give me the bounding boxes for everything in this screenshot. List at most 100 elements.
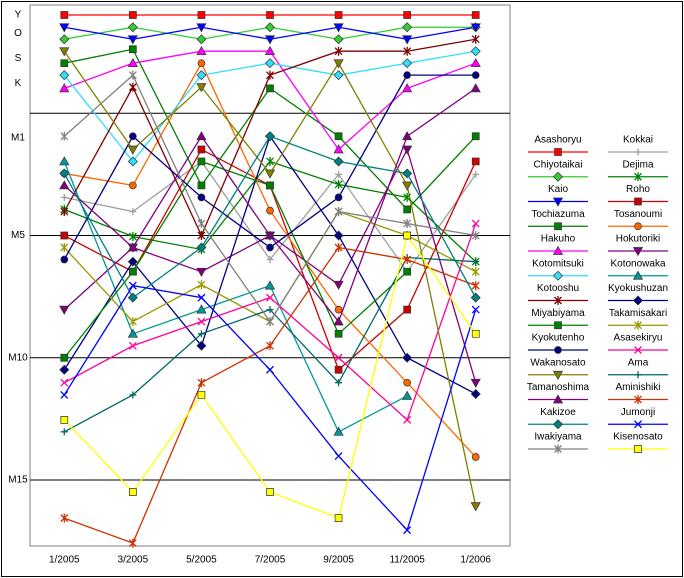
data-point xyxy=(197,293,206,302)
data-point xyxy=(128,232,137,242)
data-point xyxy=(402,145,413,155)
x-tick-label: 3/2005 xyxy=(118,555,149,566)
data-point xyxy=(264,230,276,240)
x-tick-label: 11/2005 xyxy=(389,555,425,566)
data-point xyxy=(402,131,413,141)
data-point xyxy=(127,35,138,45)
y-tick-label: O xyxy=(14,28,22,39)
legend-label: Kotooshu xyxy=(537,283,579,294)
legend-marker xyxy=(634,420,642,429)
data-point xyxy=(129,267,137,276)
data-point xyxy=(129,208,137,216)
y-tick-label: M15 xyxy=(8,475,28,486)
data-point xyxy=(334,207,343,217)
data-point xyxy=(402,390,413,400)
data-point xyxy=(402,352,413,363)
data-point xyxy=(403,526,412,535)
data-point xyxy=(197,280,206,290)
data-point xyxy=(197,193,206,202)
data-point xyxy=(266,488,274,496)
legend-label: Aminishiki xyxy=(615,382,660,393)
data-point xyxy=(127,328,138,338)
data-point xyxy=(196,34,207,45)
legend-box xyxy=(518,128,678,452)
data-point xyxy=(472,170,480,178)
data-point xyxy=(403,46,412,56)
legend-label: Tamanoshima xyxy=(527,382,590,393)
data-point xyxy=(128,281,137,290)
data-point xyxy=(60,131,69,141)
legend-marker xyxy=(634,371,642,379)
data-point xyxy=(59,34,70,45)
data-point xyxy=(60,428,68,436)
data-point xyxy=(127,256,138,267)
data-point xyxy=(127,145,138,155)
data-point xyxy=(60,243,69,253)
data-point xyxy=(128,538,137,548)
series-line xyxy=(63,160,408,359)
legend-marker xyxy=(553,270,563,281)
data-point xyxy=(403,231,411,240)
legend-label: Kyokushuzan xyxy=(608,283,668,294)
data-point xyxy=(266,293,274,302)
data-point xyxy=(59,156,70,166)
data-point xyxy=(197,317,206,326)
data-point xyxy=(60,207,69,217)
data-point xyxy=(333,23,344,33)
data-point xyxy=(266,84,274,93)
data-point xyxy=(403,71,411,80)
data-point xyxy=(471,157,480,166)
data-point xyxy=(333,144,344,154)
data-point xyxy=(334,353,343,362)
data-point xyxy=(59,168,70,179)
data-point xyxy=(265,58,275,69)
data-point xyxy=(129,132,137,141)
data-point xyxy=(59,305,70,315)
data-point xyxy=(266,243,274,252)
data-point xyxy=(197,181,206,190)
data-point xyxy=(470,83,481,93)
data-point xyxy=(335,379,343,387)
data-point xyxy=(334,305,343,314)
legend-marker xyxy=(554,321,562,330)
data-point xyxy=(264,35,276,45)
data-point xyxy=(471,71,480,80)
data-point xyxy=(402,181,413,191)
data-point xyxy=(335,170,343,178)
data-point xyxy=(334,365,343,374)
data-point xyxy=(266,341,274,351)
data-point xyxy=(334,193,343,202)
legend-marker xyxy=(554,346,562,354)
data-point xyxy=(266,306,274,314)
legend-label: Tochiazuma xyxy=(531,209,585,220)
data-point xyxy=(333,230,344,241)
y-tick-label: Y xyxy=(15,10,22,21)
legend-marker xyxy=(554,148,562,156)
data-point xyxy=(333,156,344,167)
legend-label: Kaio xyxy=(548,184,568,195)
data-point xyxy=(264,169,276,179)
data-point xyxy=(471,231,480,241)
data-point xyxy=(196,340,207,351)
data-point xyxy=(197,330,205,338)
data-point xyxy=(196,304,207,314)
data-point xyxy=(471,329,480,338)
data-point xyxy=(60,231,69,240)
data-point xyxy=(266,70,274,80)
data-point xyxy=(127,156,138,167)
data-point xyxy=(403,254,412,264)
data-point xyxy=(333,34,344,45)
legend-label: Miyabiyama xyxy=(531,308,585,319)
data-point xyxy=(266,156,274,166)
data-point xyxy=(265,131,275,142)
legend-marker xyxy=(634,320,642,330)
x-tick-label: 1/2005 xyxy=(49,555,80,566)
data-point xyxy=(128,317,137,327)
data-point xyxy=(333,316,344,326)
data-point xyxy=(266,181,274,190)
data-point xyxy=(472,258,480,266)
data-point xyxy=(334,46,343,56)
data-point xyxy=(60,416,69,424)
data-point xyxy=(470,23,481,33)
